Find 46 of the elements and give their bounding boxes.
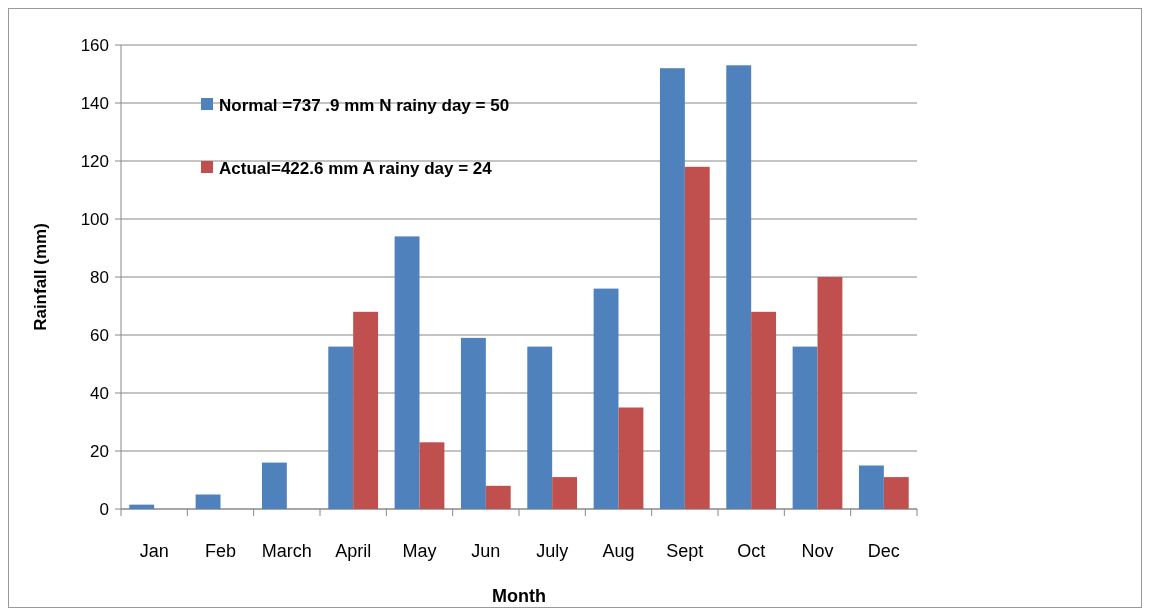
- bar: [552, 477, 578, 509]
- y-tick-label: 40: [90, 383, 109, 403]
- bar: [195, 494, 221, 509]
- bar: [129, 504, 155, 509]
- y-tick-label: 0: [99, 499, 109, 519]
- bar: [593, 288, 619, 509]
- y-tick-label: 100: [80, 209, 109, 229]
- bar: [353, 311, 379, 509]
- x-tick-label: Nov: [801, 541, 834, 561]
- legend-label: Actual=422.6 mm A rainy day = 24: [219, 158, 493, 178]
- bar: [419, 442, 445, 509]
- x-tick-label: Feb: [204, 541, 237, 561]
- x-tick-label: July: [536, 541, 569, 561]
- y-tick-label: 20: [90, 441, 109, 461]
- x-tick-label: Jun: [471, 541, 501, 561]
- bar: [817, 277, 843, 509]
- y-tick-label: 140: [80, 93, 109, 113]
- x-tick-label: May: [402, 541, 437, 561]
- bar: [684, 166, 710, 509]
- x-axis-title: Month: [492, 586, 546, 606]
- bar: [751, 311, 777, 509]
- legend-label: Normal =737 .9 mm N rainy day = 50: [219, 95, 510, 115]
- y-tick-label: 120: [80, 151, 109, 171]
- x-tick-label: Aug: [602, 541, 635, 561]
- bar: [883, 477, 909, 509]
- x-tick-label: Sept: [666, 541, 704, 561]
- bar: [659, 68, 685, 509]
- x-tick-label: April: [335, 541, 372, 561]
- bar: [460, 337, 486, 509]
- bar: [485, 485, 511, 509]
- bar: [527, 346, 553, 509]
- bar: [618, 407, 644, 509]
- bar: [726, 65, 752, 509]
- bar: [261, 462, 287, 509]
- x-tick-label: March: [261, 541, 312, 561]
- y-axis-title: Rainfall (mm): [31, 223, 50, 331]
- y-tick-label: 60: [90, 325, 109, 345]
- bar: [858, 465, 884, 509]
- bar: [792, 346, 818, 509]
- bar: [328, 346, 354, 509]
- y-tick-label: 160: [80, 35, 109, 55]
- y-tick-label: 80: [90, 267, 109, 287]
- x-tick-label: Dec: [867, 541, 900, 561]
- bar: [394, 236, 420, 509]
- x-tick-label: Oct: [737, 541, 766, 561]
- x-tick-label: Jan: [139, 541, 169, 561]
